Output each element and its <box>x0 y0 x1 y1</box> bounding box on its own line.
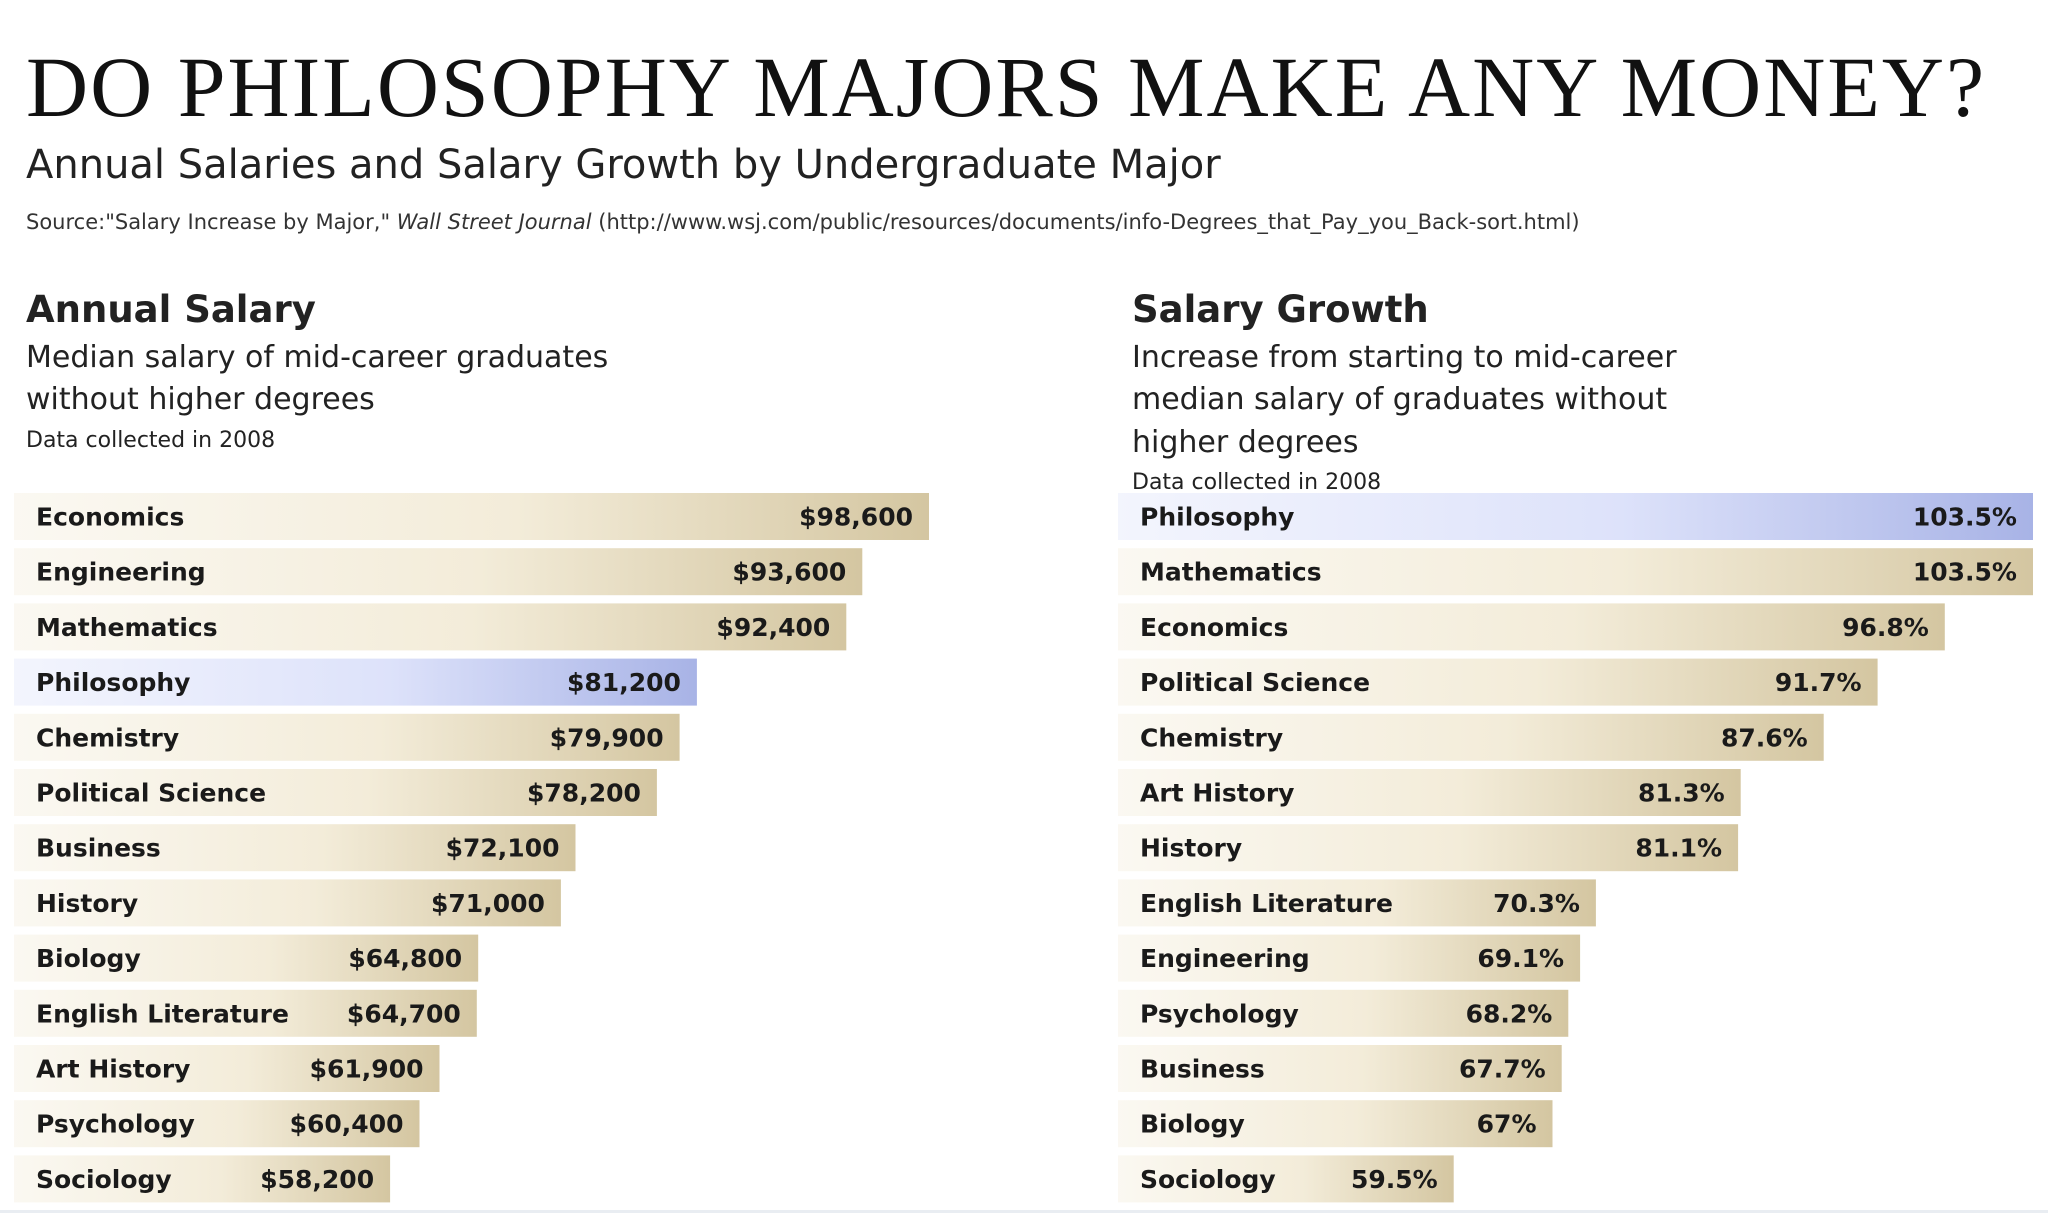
growth-category-label: History <box>1140 834 1242 863</box>
growth-panel-title: Salary Growth <box>1132 288 1429 331</box>
salary-bar-english-literature <box>14 989 477 1037</box>
growth-category-label: Psychology <box>1140 999 1299 1028</box>
growth-value-label: 87.6% <box>1721 723 1808 752</box>
source-line: Source:"Salary Increase by Major," Wall … <box>26 212 1580 233</box>
salary-value-label: $71,000 <box>431 889 545 918</box>
salary-panel-title: Annual Salary <box>26 288 316 331</box>
growth-value-label: 67% <box>1477 1110 1537 1139</box>
source-prefix: Source:"Salary Increase by Major," <box>26 210 397 234</box>
page-title: DO PHILOSOPHY MAJORS MAKE ANY MONEY? <box>26 39 1987 135</box>
salary-category-label: Biology <box>36 944 141 973</box>
growth-bar-art-history <box>1118 769 1741 816</box>
growth-category-label: Biology <box>1140 1110 1245 1139</box>
growth-category-label: Economics <box>1140 613 1288 642</box>
salary-category-label: Economics <box>36 503 184 532</box>
salary-bar-biology <box>14 934 479 982</box>
growth-value-label: 103.5% <box>1913 558 2017 587</box>
source-url: (http://www.wsj.com/public/resources/doc… <box>591 210 1580 234</box>
salary-value-label: $60,400 <box>290 1110 404 1139</box>
growth-category-label: Business <box>1140 1055 1265 1084</box>
annual-salary-chart: Economics $98,600 Engineering $93,600 Mathem… <box>14 493 929 1203</box>
salary-value-label: $61,900 <box>310 1055 424 1084</box>
page-subtitle: Annual Salaries and Salary Growth by Und… <box>26 142 1221 188</box>
salary-panel-note: Data collected in 2008 <box>26 427 276 453</box>
salary-category-label: Business <box>36 834 161 863</box>
salary-category-label: Engineering <box>36 558 206 587</box>
salary-bar-sociology <box>14 1155 391 1203</box>
salary-bar-mathematics <box>14 603 847 651</box>
salary-bar-psychology <box>14 1100 420 1148</box>
growth-bar-english-literature <box>1118 879 1596 927</box>
growth-bar-mathematics <box>1118 548 2033 596</box>
salary-value-label: $98,600 <box>799 503 913 532</box>
growth-panel-header: Salary Growth Increase from starting to … <box>1132 288 1752 497</box>
growth-bar-business <box>1118 1045 1562 1092</box>
growth-value-label: 81.3% <box>1638 779 1725 808</box>
salary-category-label: English Literature <box>36 999 289 1028</box>
growth-value-label: 81.1% <box>1635 834 1722 863</box>
growth-category-label: Mathematics <box>1140 558 1322 587</box>
growth-category-label: Philosophy <box>1140 503 1294 532</box>
salary-value-label: $64,800 <box>348 944 462 973</box>
growth-bar-psychology <box>1118 989 1569 1037</box>
salary-bar-engineering <box>14 548 863 596</box>
salary-bar-chemistry <box>14 713 680 761</box>
salary-category-label: Art History <box>36 1055 190 1084</box>
salary-category-label: History <box>36 889 138 918</box>
growth-value-label: 103.5% <box>1913 503 2017 532</box>
growth-bar-philosophy <box>1118 493 2033 540</box>
growth-value-label: 67.7% <box>1459 1055 1546 1084</box>
salary-category-label: Mathematics <box>36 613 218 642</box>
growth-category-label: Chemistry <box>1140 723 1283 752</box>
salary-bar-political-science <box>14 769 657 816</box>
salary-category-label: Psychology <box>36 1110 195 1139</box>
salary-bar-economics <box>14 493 929 540</box>
growth-bar-political-science <box>1118 658 1878 706</box>
salary-value-label: $64,700 <box>347 999 461 1028</box>
growth-panel-description: Increase from starting to mid-career med… <box>1132 339 1677 460</box>
growth-category-label: Art History <box>1140 779 1294 808</box>
growth-bar-biology <box>1118 1100 1553 1148</box>
growth-bar-engineering <box>1118 934 1581 982</box>
salary-growth-chart: Philosophy 103.5% Mathematics 103.5% Economi… <box>1118 493 2033 1203</box>
salary-category-label: Philosophy <box>36 668 190 697</box>
growth-value-label: 91.7% <box>1775 668 1862 697</box>
growth-category-label: Sociology <box>1140 1165 1276 1194</box>
salary-bar-philosophy <box>14 658 697 706</box>
growth-category-label: English Literature <box>1140 889 1393 918</box>
salary-value-label: $72,100 <box>446 834 560 863</box>
growth-value-label: 70.3% <box>1493 889 1580 918</box>
growth-value-label: 69.1% <box>1477 944 1564 973</box>
salary-category-label: Political Science <box>36 779 266 808</box>
bottom-divider <box>0 1210 2048 1213</box>
salary-value-label: $92,400 <box>716 613 830 642</box>
growth-bar-sociology <box>1118 1155 1454 1203</box>
growth-bar-economics <box>1118 603 1945 651</box>
salary-value-label: $78,200 <box>527 779 641 808</box>
growth-value-label: 96.8% <box>1842 613 1929 642</box>
growth-value-label: 68.2% <box>1466 999 1553 1028</box>
salary-value-label: $58,200 <box>260 1165 374 1194</box>
growth-category-label: Engineering <box>1140 944 1310 973</box>
salary-category-label: Chemistry <box>36 723 179 752</box>
salary-category-label: Sociology <box>36 1165 172 1194</box>
growth-panel-note: Data collected in 2008 <box>1132 470 1382 496</box>
salary-value-label: $93,600 <box>732 558 846 587</box>
salary-bar-art-history <box>14 1045 440 1092</box>
salary-panel-description: Median salary of mid-career graduates wi… <box>26 339 609 418</box>
growth-bar-history <box>1118 824 1739 872</box>
salary-bar-history <box>14 879 561 927</box>
salary-panel-header: Annual Salary Median salary of mid-caree… <box>26 288 646 454</box>
growth-bar-chemistry <box>1118 713 1824 761</box>
growth-category-label: Political Science <box>1140 668 1370 697</box>
growth-value-label: 59.5% <box>1351 1165 1438 1194</box>
salary-value-label: $81,200 <box>567 668 681 697</box>
source-publication: Wall Street Journal <box>396 210 592 234</box>
salary-value-label: $79,900 <box>550 723 664 752</box>
salary-bar-business <box>14 824 576 872</box>
